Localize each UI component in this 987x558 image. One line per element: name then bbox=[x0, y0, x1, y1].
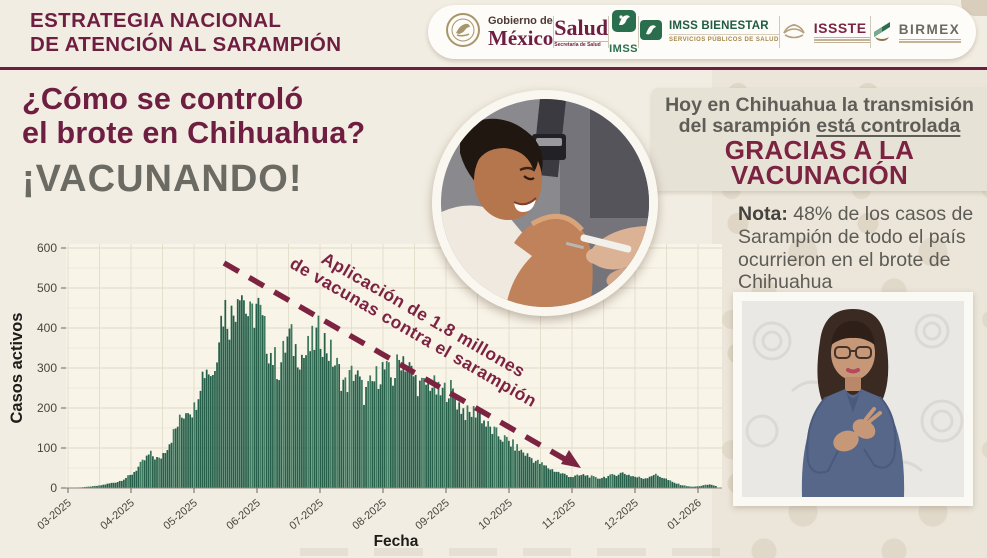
svg-text:200: 200 bbox=[37, 401, 57, 415]
vaccination-photo bbox=[432, 90, 658, 316]
y-axis-ticks: 0 100 200 300 400 500 600 bbox=[37, 241, 66, 495]
logo-separator bbox=[778, 16, 780, 48]
imss-emblem-icon bbox=[611, 9, 637, 37]
logo-issste: ISSSTE bbox=[780, 17, 870, 48]
imss-bienestar-subtitle: SERVICIOS PÚBLICOS DE SALUD bbox=[669, 34, 779, 43]
gracias-line1: GRACIAS A LA bbox=[724, 134, 915, 165]
birmex-fineprint bbox=[898, 38, 961, 43]
header-divider bbox=[0, 67, 987, 70]
svg-text:12-2025: 12-2025 bbox=[602, 497, 641, 532]
question-line1: ¿Cómo se controló bbox=[22, 82, 304, 116]
page-title-line2: DE ATENCIÓN AL SARAMPIÓN bbox=[30, 32, 342, 56]
svg-text:09-2025: 09-2025 bbox=[413, 497, 452, 532]
header: ESTRATEGIA NACIONAL DE ATENCIÓN AL SARAM… bbox=[0, 0, 987, 70]
controlled-line2: del sarampión está controlada bbox=[652, 114, 987, 137]
controlled-line1: Hoy en Chihuahua la transmisión bbox=[665, 94, 974, 116]
note-label: Nota: bbox=[738, 203, 788, 225]
y-axis-label: Casos activos bbox=[8, 313, 26, 424]
logo-separator bbox=[608, 16, 610, 48]
x-axis-ticks: 03-2025 04-2025 05-2025 06-2025 07-2025 08-20… bbox=[35, 488, 704, 532]
controlled-line2-underlined: está controlada bbox=[816, 114, 961, 137]
bottom-ghost-marks bbox=[300, 548, 720, 556]
logo-separator bbox=[553, 16, 555, 48]
gracias-text: GRACIAS A LA VACUNACIÓN bbox=[652, 134, 987, 191]
svg-text:07-2025: 07-2025 bbox=[287, 497, 326, 532]
imss-bienestar-emblem-icon bbox=[639, 19, 663, 46]
page-title: ESTRATEGIA NACIONAL DE ATENCIÓN AL SARAM… bbox=[30, 9, 341, 57]
salud-wordmark: Salud bbox=[554, 14, 609, 40]
logo-imss: IMSS bbox=[609, 9, 638, 55]
svg-text:01-2026: 01-2026 bbox=[665, 497, 704, 532]
birmex-leaf-icon bbox=[871, 18, 893, 47]
svg-text:400: 400 bbox=[37, 321, 57, 335]
annotation-arrowhead bbox=[561, 450, 581, 468]
svg-text:10-2025: 10-2025 bbox=[476, 497, 515, 532]
issste-fineprint bbox=[813, 36, 870, 44]
svg-text:300: 300 bbox=[37, 361, 57, 375]
svg-text:08-2025: 08-2025 bbox=[350, 497, 389, 532]
svg-text:0: 0 bbox=[50, 481, 57, 495]
svg-text:05-2025: 05-2025 bbox=[161, 497, 200, 532]
logo-gobierno-mexico: Gobierno de México bbox=[444, 11, 553, 54]
imss-bienestar-wordmark: IMSS BIENESTAR bbox=[669, 19, 769, 32]
logo-imss-bienestar: IMSS BIENESTAR SERVICIOS PÚBLICOS DE SAL… bbox=[639, 19, 779, 46]
page-title-line1: ESTRATEGIA NACIONAL bbox=[30, 9, 282, 32]
issste-hands-icon bbox=[780, 17, 808, 48]
salud-subtitle: Secretaría de Salud bbox=[554, 40, 609, 48]
case-bars bbox=[73, 295, 717, 488]
sign-language-interpreter-frame bbox=[733, 292, 973, 506]
svg-text:600: 600 bbox=[37, 241, 57, 255]
svg-text:03-2025: 03-2025 bbox=[35, 497, 74, 532]
eagle-seal-icon bbox=[444, 11, 482, 54]
imss-wordmark: IMSS bbox=[609, 43, 639, 55]
svg-text:500: 500 bbox=[37, 281, 57, 295]
sign-language-interpreter-photo bbox=[742, 301, 964, 497]
answer-title: ¡VACUNANDO! bbox=[22, 158, 303, 200]
note-text: Nota: 48% de los casos de Sarampión de t… bbox=[738, 203, 980, 294]
logo-separator bbox=[638, 16, 640, 48]
gracias-line2: VACUNACIÓN bbox=[730, 160, 909, 191]
vaccination-photo-image bbox=[441, 99, 649, 307]
logo-salud: Salud Secretaría de Salud bbox=[554, 14, 609, 48]
controlled-line2-prefix: del sarampión bbox=[678, 114, 817, 137]
question-line2: el brote en Chihuahua? bbox=[22, 116, 366, 151]
gobierno-label-top: Gobierno de bbox=[488, 14, 553, 27]
gobierno-label-bottom: México bbox=[488, 25, 554, 50]
note-body: 48% de los casos de Sarampión de todo el… bbox=[738, 203, 974, 294]
logo-birmex: BIRMEX bbox=[871, 18, 961, 47]
question-title: ¿Cómo se controló el brote en Chihuahua? bbox=[22, 82, 365, 151]
annotation-dashed-arrow bbox=[222, 260, 570, 464]
birmex-wordmark: BIRMEX bbox=[898, 21, 961, 37]
svg-text:06-2025: 06-2025 bbox=[224, 497, 263, 532]
x-axis-label: Fecha bbox=[374, 533, 419, 550]
svg-text:100: 100 bbox=[37, 441, 57, 455]
svg-text:04-2025: 04-2025 bbox=[98, 497, 137, 532]
svg-text:11-2025: 11-2025 bbox=[540, 497, 578, 532]
institution-logo-bar: Gobierno de México Salud Secretaría de S… bbox=[428, 5, 976, 59]
logo-separator bbox=[869, 16, 871, 48]
issste-wordmark: ISSSTE bbox=[813, 19, 867, 36]
controlled-message-panel: Hoy en Chihuahua la transmisión del sara… bbox=[652, 88, 987, 191]
